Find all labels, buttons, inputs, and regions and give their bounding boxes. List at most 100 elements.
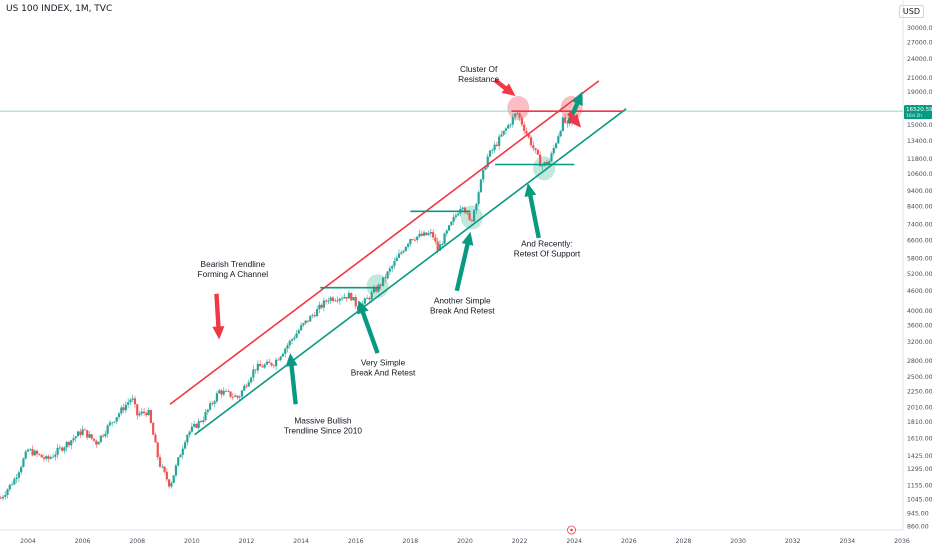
candle-body-195	[443, 233, 446, 245]
candle-body-53	[120, 407, 123, 414]
candle-body-147	[334, 300, 337, 302]
candle-body-113	[256, 363, 259, 371]
candle-body-149	[338, 298, 341, 301]
candle-body-143	[325, 300, 328, 302]
candle-body-245	[557, 136, 560, 144]
candle-body-115	[261, 366, 264, 368]
candle-body-249	[566, 122, 569, 124]
candle-body-213	[484, 166, 487, 170]
arrow-another-shape	[454, 231, 474, 292]
candle-body-160	[363, 298, 366, 304]
x-tick-label-4: 2012	[239, 538, 255, 545]
candle-body-243	[552, 148, 555, 154]
candle-body-64	[145, 413, 148, 416]
candle-body-97	[220, 390, 223, 395]
candle-body-141	[320, 304, 323, 308]
x-tick-label-6: 2016	[348, 538, 364, 545]
candle-body-34	[76, 431, 80, 437]
x-tick-label-1: 2006	[75, 538, 91, 545]
candle-body-229	[520, 117, 524, 125]
candle-body-211	[479, 179, 483, 193]
candle-body-116	[263, 364, 266, 368]
candle-body-222	[504, 128, 508, 131]
candle-body-234	[532, 145, 535, 149]
candle-body-38	[86, 430, 89, 438]
candle-body-179	[406, 243, 410, 247]
y-tick-label-8: 11800.00	[907, 156, 932, 163]
candle-body-183	[416, 236, 419, 240]
candle-body-0	[0, 498, 2, 499]
y-tick-label-3: 21000.00	[907, 75, 932, 82]
candle-body-216	[491, 149, 494, 151]
candle-body-204	[463, 207, 467, 213]
annotation-massive-bullish: Massive Bullish Trendline Since 2010	[284, 415, 362, 435]
candle-body-184	[418, 233, 421, 237]
candle-body-1	[1, 496, 5, 499]
candle-body-80	[181, 448, 184, 455]
arrow-cluster-shape	[493, 78, 516, 97]
candle-body-134	[304, 320, 307, 324]
candle-body-129	[293, 337, 296, 340]
candle-body-190	[432, 232, 435, 238]
x-tick-label-11: 2026	[621, 538, 637, 545]
candle-body-168	[381, 277, 385, 286]
candle-body-82	[186, 434, 189, 443]
candle-body-198	[450, 221, 453, 226]
candle-body-60	[136, 404, 139, 416]
x-tick-label-2: 2008	[129, 538, 145, 545]
candle-body-112	[254, 369, 257, 371]
candle-body-63	[142, 411, 146, 414]
candle-body-47	[106, 425, 109, 434]
candle-body-117	[265, 361, 269, 365]
candle-body-4	[8, 484, 11, 490]
candle-body-57	[129, 399, 132, 403]
y-tick-label-19: 3200.00	[907, 339, 932, 346]
candle-body-66	[149, 410, 153, 423]
candle-body-86	[195, 424, 198, 428]
candle-body-242	[550, 153, 553, 162]
arrow-massive-shape	[285, 353, 298, 405]
candle-body-59	[133, 398, 137, 405]
currency-button[interactable]: USD	[898, 5, 924, 18]
candle-body-55	[124, 404, 127, 411]
candle-body-148	[336, 300, 339, 302]
y-tick-label-6: 15000.00	[907, 122, 932, 129]
candle-body-8	[17, 472, 20, 478]
candle-body-169	[384, 277, 387, 279]
y-tick-label-18: 3600.00	[907, 323, 932, 330]
candle-body-144	[327, 300, 330, 302]
candle-body-71	[161, 466, 164, 468]
candle-body-114	[259, 363, 262, 367]
red-trendline	[169, 80, 600, 405]
candle-body-127	[288, 340, 291, 346]
candle-body-150	[340, 298, 344, 300]
y-tick-label-24: 1810.00	[907, 419, 932, 426]
candle-body-76	[172, 475, 175, 483]
candle-body-219	[498, 136, 501, 146]
y-tick-label-23: 2010.00	[907, 405, 932, 412]
arrow-down-rejection	[567, 111, 582, 128]
candle-body-25	[56, 447, 59, 455]
candle-body-170	[386, 271, 389, 279]
candle-body-11	[24, 451, 27, 459]
candle-body-94	[213, 401, 216, 404]
candle-body-175	[397, 253, 401, 258]
candle-body-153	[347, 293, 351, 299]
candle-body-226	[513, 113, 517, 118]
candle-body-151	[343, 296, 346, 299]
candle-body-104	[236, 395, 239, 398]
candle-body-23	[51, 456, 55, 458]
candle-body-248	[564, 117, 567, 123]
candle-body-132	[300, 325, 303, 331]
candle-body-49	[111, 422, 114, 424]
candle-body-87	[197, 421, 200, 428]
candle-body-5	[10, 484, 14, 486]
candle-body-75	[170, 482, 173, 487]
y-tick-label-26: 1425.00	[907, 453, 932, 460]
candle-body-146	[331, 297, 335, 301]
arrow-another	[454, 231, 474, 292]
candle-body-67	[152, 422, 155, 435]
candle-body-93	[211, 403, 214, 405]
candle-body-237	[539, 154, 542, 167]
